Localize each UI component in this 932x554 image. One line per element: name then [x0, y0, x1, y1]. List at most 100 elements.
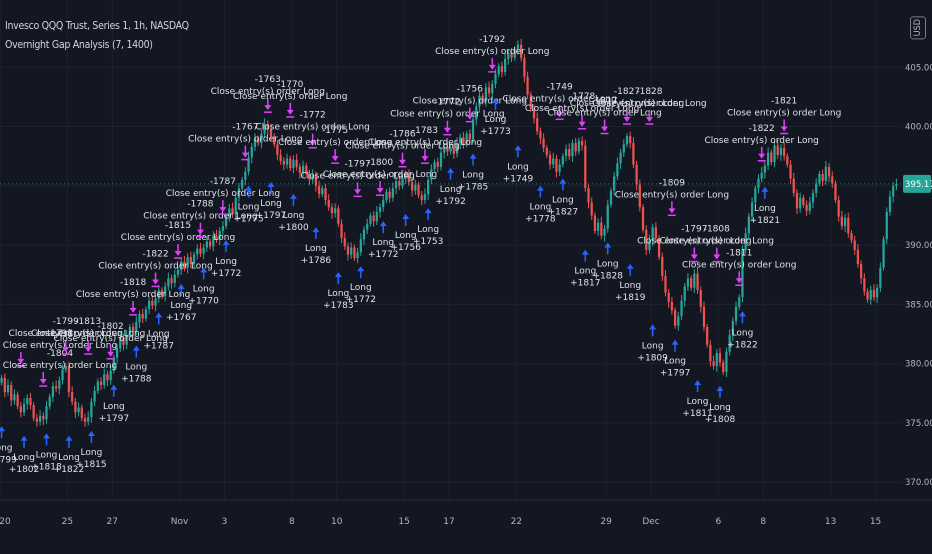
close-arrow-icon [578, 121, 586, 127]
candle-body [93, 390, 96, 402]
close-arrow-icon [17, 358, 25, 364]
entry-profit-label: +1817 [570, 279, 600, 289]
candle-body [818, 173, 821, 184]
long-arrow-icon [536, 185, 544, 191]
candle-body [744, 233, 747, 250]
candle-body [792, 178, 795, 193]
long-arrow-icon [177, 284, 185, 290]
candle-body [13, 394, 16, 401]
candle-body [128, 326, 132, 336]
candle-body [359, 239, 362, 253]
candle-body [208, 241, 212, 247]
candle-body [176, 270, 180, 275]
candle-body [273, 136, 276, 145]
exit-loss-label: -1799 [53, 317, 79, 327]
candle-body [10, 385, 13, 401]
time-axis: 20 25 27 Nov 3 8 10 15 17 22 29 Dec 6 8 13 15 [0, 499, 932, 550]
candle-body [32, 405, 35, 419]
candle-body [3, 377, 6, 393]
candle-body [38, 415, 42, 422]
candle-body [103, 374, 106, 386]
entry-profit-label: +1775 [233, 215, 263, 225]
candle-body [795, 192, 799, 209]
entry-label: Long [260, 199, 282, 209]
candle-body [285, 158, 289, 165]
candle-body [353, 247, 356, 259]
candle-body [552, 158, 555, 165]
exit-label: Close entry(s) order Long [143, 212, 257, 222]
candle-body [504, 58, 507, 73]
candle-body [722, 362, 725, 372]
candle-body [183, 261, 186, 268]
candle-body [382, 200, 385, 208]
close-arrow-icon [174, 251, 182, 257]
candle-body [80, 407, 83, 419]
candle-body [77, 407, 80, 413]
candle-body [616, 163, 619, 177]
entry-profit-label: +1792 [435, 197, 465, 207]
candle-body [811, 192, 815, 203]
candle-body [673, 310, 677, 326]
candle-body [487, 87, 491, 94]
candle-body [622, 144, 625, 153]
candle-body [224, 216, 228, 227]
entry-label: Long [238, 203, 260, 213]
candle-body [657, 237, 661, 257]
exit-label: Close entry(s) order Long [390, 110, 504, 120]
candle-body [532, 108, 536, 119]
candle-body [449, 147, 452, 152]
candle-body [526, 76, 529, 95]
entry-label: Long [125, 363, 147, 373]
exit-label: Close entry(s) order Long [615, 190, 729, 200]
close-arrow-icon [39, 379, 47, 385]
candle-body [725, 351, 728, 372]
candle-body [580, 140, 584, 146]
candle-body [821, 173, 824, 182]
candle-body [125, 335, 128, 345]
exit-label: Close entry(s) order Long [211, 87, 325, 97]
exit-label: Close entry(s) order Long [300, 171, 414, 181]
currency-badge[interactable]: USD [910, 16, 926, 40]
exit-loss-label: -1772 [434, 98, 460, 108]
close-arrow-icon [219, 207, 227, 213]
candle-body [459, 137, 462, 144]
candle-body [895, 183, 898, 186]
candle-body [484, 87, 488, 102]
exit-loss-label: -1802 [98, 322, 124, 332]
entry-label: Long [395, 231, 417, 241]
exit-label: Close entry(s) order Long [233, 92, 347, 102]
candle-body [609, 190, 613, 205]
candle-body [799, 197, 802, 209]
last-price-label: 395.17 [905, 180, 932, 190]
candle-body [542, 138, 545, 148]
candle-body [253, 138, 257, 147]
candle-body [67, 366, 71, 393]
candle-body [481, 95, 484, 102]
candle-body [539, 131, 542, 139]
long-arrow-icon [379, 221, 387, 227]
entry-label: Long [709, 403, 731, 413]
entry-label: Long [283, 211, 305, 221]
candle-body [872, 290, 876, 298]
exit-label: Close entry(s) order Long [413, 97, 527, 107]
candle-body [269, 128, 273, 137]
long-arrow-icon [626, 263, 634, 269]
entry-profit-label: +1770 [188, 296, 219, 306]
entry-profit-label: +1753 [413, 237, 443, 247]
candle-body [231, 208, 234, 215]
candle-body [192, 254, 196, 265]
close-arrow-icon [623, 117, 631, 123]
candle-body [763, 165, 767, 173]
time-tick-label: 15 [870, 517, 881, 527]
candle-body [866, 291, 869, 300]
candle-body [471, 119, 475, 140]
candle-body [6, 385, 10, 393]
candle-body [760, 172, 763, 179]
exit-label: Close entry(s) order Long [76, 290, 190, 300]
candle-body [417, 184, 420, 196]
close-arrow-icon [466, 114, 474, 120]
entry-profit-label: +1773 [480, 127, 510, 137]
entry-profit-label: +1818 [31, 462, 62, 472]
candle-body [305, 165, 308, 174]
